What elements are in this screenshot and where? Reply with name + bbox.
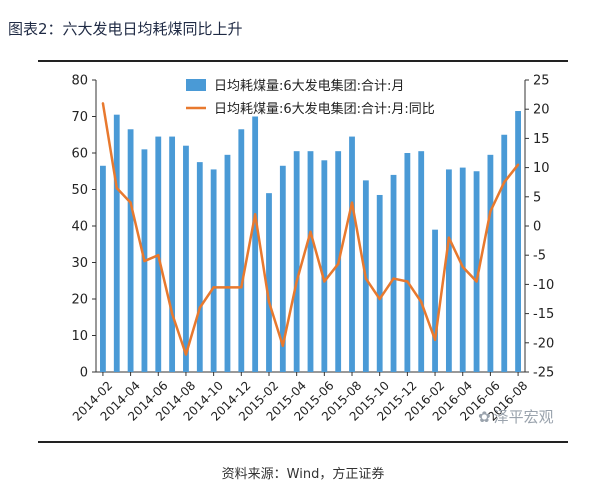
y-right-tick-label: -25 bbox=[533, 366, 554, 381]
bar bbox=[113, 114, 120, 373]
y-right-tick-label: -20 bbox=[533, 336, 554, 351]
line-point bbox=[406, 280, 409, 283]
figure-title: 图表2：六大发电日均耗煤同比上升 bbox=[8, 20, 243, 38]
line-point bbox=[226, 286, 229, 289]
line-point bbox=[309, 230, 312, 234]
line-point bbox=[323, 280, 326, 283]
bar bbox=[238, 129, 245, 372]
line-point bbox=[170, 312, 174, 315]
line-point bbox=[157, 254, 160, 257]
bar bbox=[210, 169, 217, 372]
line-point bbox=[461, 265, 464, 269]
y-right-tick-label: 25 bbox=[533, 74, 550, 89]
line-point bbox=[240, 286, 243, 289]
y-left-tick-label: 50 bbox=[71, 183, 88, 198]
legend-label-line: 日均耗煤量:6大发电集团:合计:月:同比 bbox=[214, 101, 435, 117]
bar bbox=[293, 151, 300, 372]
y-left-tick-label: 60 bbox=[71, 147, 88, 162]
line-point bbox=[475, 280, 478, 283]
source-note: 资料来源：Wind，方正证券 bbox=[221, 467, 385, 482]
y-right-tick-label: 10 bbox=[533, 161, 550, 176]
bar bbox=[418, 151, 425, 372]
bar bbox=[196, 162, 203, 372]
bar bbox=[252, 116, 259, 372]
y-right-tick-label: 15 bbox=[533, 132, 550, 147]
line-point bbox=[489, 210, 492, 213]
bar bbox=[321, 160, 328, 372]
line-point bbox=[433, 338, 437, 342]
bar bbox=[515, 111, 521, 373]
line-point bbox=[364, 277, 368, 280]
line-point bbox=[184, 353, 188, 356]
bar bbox=[279, 165, 286, 372]
top-rule bbox=[38, 60, 568, 62]
bar bbox=[169, 136, 176, 372]
y-left-tick-label: 10 bbox=[71, 329, 88, 344]
line-point bbox=[101, 102, 105, 105]
y-left-tick-label: 80 bbox=[71, 74, 88, 89]
watermark-text: 泽平宏观 bbox=[493, 408, 554, 426]
bar bbox=[487, 154, 494, 372]
bar bbox=[501, 134, 508, 372]
bar bbox=[349, 136, 355, 372]
bar bbox=[459, 167, 466, 372]
bottom-rule bbox=[38, 441, 568, 443]
y-left-tick-label: 20 bbox=[71, 293, 88, 308]
y-left-tick-label: 0 bbox=[80, 366, 88, 381]
line-point bbox=[115, 186, 118, 190]
line-point bbox=[129, 201, 132, 204]
line-point bbox=[143, 259, 146, 263]
line-point bbox=[516, 163, 520, 166]
bar bbox=[127, 129, 134, 372]
y-right-tick-label: 20 bbox=[533, 103, 550, 118]
line-point bbox=[420, 300, 423, 304]
line-point bbox=[392, 277, 395, 280]
line-point bbox=[253, 213, 257, 216]
y-right-tick-label: 0 bbox=[533, 220, 541, 235]
y-left-tick-label: 30 bbox=[71, 256, 88, 271]
bar bbox=[390, 174, 397, 372]
watermark: ✿ 泽平宏观 bbox=[478, 406, 554, 427]
line-point bbox=[281, 344, 285, 347]
line-point bbox=[378, 297, 381, 301]
line-point bbox=[447, 236, 451, 239]
bar bbox=[183, 145, 189, 372]
wechat-icon: ✿ bbox=[478, 408, 491, 426]
legend-swatch-bar bbox=[186, 79, 206, 91]
line-point bbox=[212, 286, 215, 289]
y-left-tick-label: 70 bbox=[71, 110, 88, 125]
line-point bbox=[198, 306, 201, 309]
line-point bbox=[503, 181, 506, 184]
bar bbox=[376, 194, 383, 372]
bar bbox=[307, 151, 314, 372]
y-right-tick-label: -10 bbox=[533, 278, 554, 293]
bar bbox=[100, 165, 106, 372]
bar bbox=[445, 169, 452, 372]
line-point bbox=[336, 262, 340, 266]
bar bbox=[404, 153, 411, 372]
y-right-tick-label: -15 bbox=[533, 307, 554, 322]
bar bbox=[266, 193, 272, 372]
y-left-tick-label: 40 bbox=[71, 220, 88, 235]
y-right-tick-label: -5 bbox=[533, 249, 546, 264]
legend-label-bar: 日均耗煤量:6大发电集团:合计:月 bbox=[214, 78, 404, 94]
bar bbox=[224, 154, 231, 372]
line-point bbox=[350, 201, 354, 204]
bar bbox=[432, 229, 438, 372]
bar bbox=[473, 171, 480, 372]
line-point bbox=[295, 280, 298, 283]
line-point bbox=[267, 300, 271, 304]
y-right-tick-label: 5 bbox=[533, 190, 541, 205]
